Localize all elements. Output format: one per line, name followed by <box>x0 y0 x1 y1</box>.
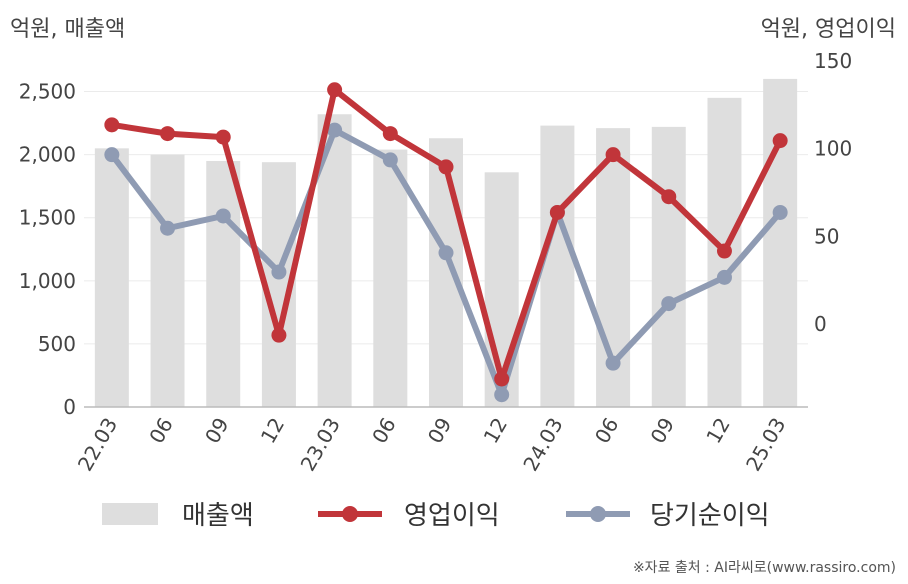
revenue-bar <box>94 148 129 407</box>
x-tick-labels: 22.03 06 09 12 23.03 06 09 12 24.03 06 09 12 25.03 <box>73 414 791 476</box>
operating-profit-point <box>104 117 120 133</box>
net-income-point <box>438 245 454 261</box>
right-tick-label: 0 <box>814 312 827 336</box>
right-tick-labels: 0 50 100 150 <box>814 49 852 336</box>
left-tick-label: 1,500 <box>19 206 76 230</box>
revenue-bar <box>763 78 798 407</box>
revenue-bar <box>150 154 185 407</box>
legend-marker-net-income <box>590 506 606 522</box>
operating-profit-point <box>438 159 454 175</box>
x-tick-label: 06 <box>367 414 401 448</box>
legend-swatch-revenue <box>102 503 158 525</box>
left-tick-label: 500 <box>38 332 76 356</box>
source-note: ※자료 출처 : AI라씨로(www.rassiro.com) <box>633 560 896 576</box>
operating-profit-point <box>549 204 565 220</box>
net-income-point <box>605 355 621 371</box>
revenue-bar <box>373 149 408 407</box>
operating-profit-point <box>605 147 621 163</box>
revenue-bar <box>429 138 463 407</box>
left-tick-labels: 0 500 1,000 1,500 2,000 2,500 <box>19 80 76 419</box>
x-tick-label: 12 <box>479 414 513 448</box>
net-income-point <box>661 296 677 312</box>
legend-item-revenue: 매출액 <box>102 501 254 531</box>
operating-profit-point <box>271 327 287 343</box>
operating-profit-point <box>494 371 510 387</box>
left-tick-label: 0 <box>63 395 76 419</box>
left-tick-label: 1,000 <box>19 269 76 293</box>
x-tick-label: 09 <box>200 414 234 448</box>
legend: 매출액 영업이익 당기순이익 <box>102 501 770 531</box>
x-tick-label: 06 <box>590 414 624 448</box>
revenue-bar <box>651 126 686 407</box>
revenue-bar <box>540 125 575 407</box>
net-income-point <box>772 204 788 220</box>
operating-profit-point <box>160 126 176 142</box>
legend-item-operating-profit: 영업이익 <box>318 501 500 531</box>
x-tick-label: 12 <box>701 414 735 448</box>
x-tick-label: 23.03 <box>296 414 345 476</box>
operating-profit-point <box>661 189 677 205</box>
net-income-point <box>716 269 732 285</box>
operating-profit-point <box>716 243 732 259</box>
legend-item-net-income: 당기순이익 <box>566 501 770 531</box>
x-tick-label: 09 <box>646 414 680 448</box>
net-income-point <box>215 208 231 224</box>
operating-profit-point <box>327 82 343 98</box>
x-tick-label: 12 <box>256 414 290 448</box>
legend-label-revenue: 매출액 <box>182 501 254 531</box>
legend-marker-operating-profit <box>342 506 358 522</box>
operating-profit-point <box>215 129 231 145</box>
left-tick-label: 2,000 <box>19 143 76 167</box>
x-tick-label: 25.03 <box>741 414 790 476</box>
revenue-bars <box>94 78 798 407</box>
net-income-point <box>104 147 120 163</box>
right-tick-label: 150 <box>814 49 852 73</box>
net-income-point <box>494 387 510 403</box>
left-tick-label: 2,500 <box>19 80 76 104</box>
legend-label-operating-profit: 영업이익 <box>404 501 500 531</box>
revenue-bar <box>206 160 241 407</box>
right-axis-unit-label: 억원, 영업이익 <box>761 17 896 42</box>
net-income-point <box>271 264 287 280</box>
left-axis-unit-label: 억원, 매출액 <box>10 17 125 42</box>
net-income-point <box>160 220 176 236</box>
operating-profit-point <box>772 133 788 149</box>
right-tick-label: 100 <box>814 137 852 161</box>
x-tick-label: 06 <box>144 414 178 448</box>
profit-lines <box>104 82 788 403</box>
operating-profit-point <box>382 126 398 142</box>
x-tick-label: 24.03 <box>518 414 567 476</box>
x-tick-label: 09 <box>423 414 457 448</box>
x-tick-label: 22.03 <box>73 414 122 476</box>
right-tick-label: 50 <box>814 224 839 248</box>
legend-label-net-income: 당기순이익 <box>650 501 770 531</box>
net-income-point <box>327 122 343 138</box>
net-income-point <box>382 152 398 168</box>
